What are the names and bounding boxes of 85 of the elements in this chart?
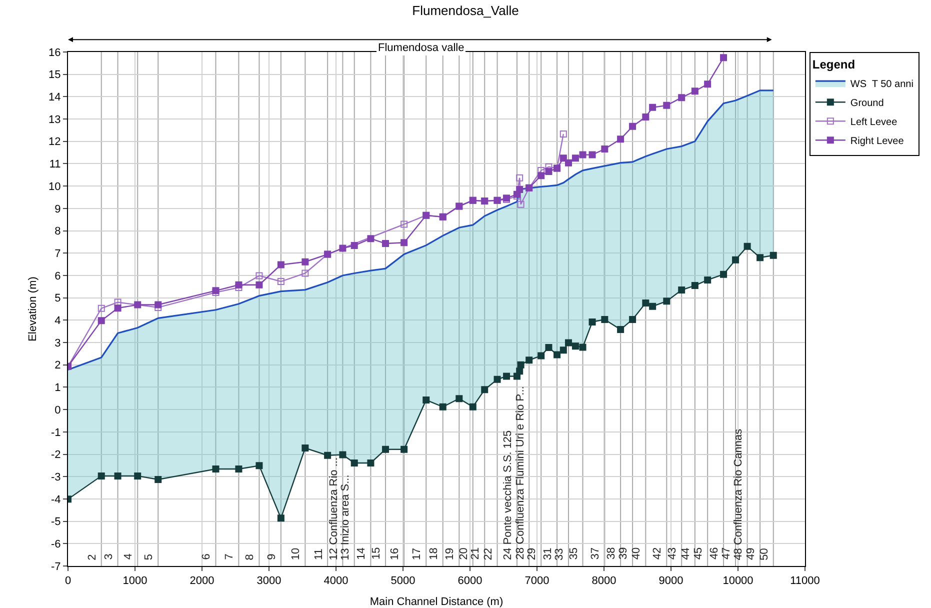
annotation: 37 xyxy=(590,547,602,560)
y-tick-label: 10 xyxy=(48,180,61,193)
y-tick-label: 12 xyxy=(48,136,61,148)
y-tick-label: 15 xyxy=(48,69,61,82)
legend-label: Right Levee xyxy=(850,136,904,147)
x-tick-label: 9000 xyxy=(658,575,684,588)
y-tick-label: -6 xyxy=(51,538,61,550)
y-tick-label: 16 xyxy=(48,46,61,59)
y-tick-label: 3 xyxy=(54,337,61,350)
annotation: 33 xyxy=(553,548,566,560)
annotation: 22 xyxy=(482,548,494,560)
annotation: 7 xyxy=(224,554,236,560)
annotation: 35 xyxy=(568,548,580,560)
y-tick-label: 7 xyxy=(54,248,61,260)
annotation: 10 xyxy=(290,548,302,560)
y-tick-label: 8 xyxy=(54,226,61,238)
y-tick-label: -5 xyxy=(51,516,61,528)
x-tick-label: 5000 xyxy=(390,575,416,588)
x-tick-label: 6000 xyxy=(458,575,482,588)
annotation: 45 xyxy=(692,547,705,560)
annotation: 5 xyxy=(143,554,156,560)
annotation: 4 xyxy=(122,553,135,560)
legend-title: Legend xyxy=(812,58,856,72)
x-tick-label: 4000 xyxy=(324,575,348,588)
x-tick-label: 3000 xyxy=(256,575,282,588)
annotation: 18 xyxy=(428,548,440,560)
annotation: 47 xyxy=(720,547,733,560)
annotation: 8 xyxy=(244,554,256,560)
annotation: 39 xyxy=(618,547,630,560)
annotation: 43 xyxy=(666,547,679,560)
x-tick-label: 11000 xyxy=(790,575,820,588)
annotation: 6 xyxy=(200,554,213,560)
annotation: 31 xyxy=(542,548,554,560)
y-tick-label: 9 xyxy=(54,203,61,216)
annotation: 12 Confluenza Rio ... xyxy=(328,457,340,560)
annotation: 15 xyxy=(370,547,383,560)
annotation: 20 xyxy=(458,548,470,560)
annotation: 16 xyxy=(389,548,402,560)
annotation: 46 xyxy=(708,547,721,560)
annotation: 17 xyxy=(411,548,424,560)
x-axis-title: Main Channel Distance (m) xyxy=(370,596,504,608)
annotation: 14 xyxy=(356,547,368,560)
annotation: 21 xyxy=(470,547,482,560)
annotation: 3 xyxy=(102,554,115,560)
annotation: 28 Confluenza Flumini Uri e Rio P... xyxy=(514,386,527,560)
x-tick-label: 2000 xyxy=(190,575,214,588)
annotation: 29 xyxy=(526,548,538,560)
y-axis-title: Elevation (m) xyxy=(27,276,39,342)
annotation: 48 Confluenza Rio Cannas xyxy=(732,428,744,560)
x-tick-label: 0 xyxy=(64,575,72,588)
annotation: 9 xyxy=(266,554,278,560)
legend-label: Left Levee xyxy=(850,117,898,128)
annotation: 13 Inizio area S... xyxy=(339,474,352,560)
chart-title: Flumendosa_Valle xyxy=(412,3,519,18)
annotation: 42 xyxy=(652,547,664,560)
annotation: 19 xyxy=(444,548,456,560)
annotation: Flumendosa valle xyxy=(378,42,464,54)
y-tick-label: -2 xyxy=(51,449,61,462)
y-tick-label: -1 xyxy=(51,426,61,439)
annotation: 40 xyxy=(630,547,643,560)
x-tick-label: 1000 xyxy=(122,575,148,588)
y-tick-label: 14 xyxy=(48,92,61,104)
x-tick-label: 7000 xyxy=(524,575,550,588)
y-tick-label: -3 xyxy=(51,471,61,484)
y-tick-label: 13 xyxy=(48,114,61,126)
legend-label: Ground xyxy=(850,98,884,109)
y-tick-label: 11 xyxy=(49,158,61,171)
x-tick-label: 8000 xyxy=(592,575,616,588)
y-tick-label: -4 xyxy=(51,494,61,506)
y-tick-label: 5 xyxy=(54,292,61,305)
annotation: 50 xyxy=(758,548,770,560)
annotation: 49 xyxy=(745,548,758,560)
x-tick-label: 10000 xyxy=(722,575,754,588)
annotation: 2 xyxy=(86,554,98,560)
annotation: 24 Ponte vecchia S.S. 125 xyxy=(502,430,514,560)
y-tick-label: 1 xyxy=(54,382,61,394)
y-tick-label: 6 xyxy=(54,270,61,282)
annotation: 38 xyxy=(606,547,618,560)
y-tick-label: 4 xyxy=(54,315,61,328)
y-tick-label: 2 xyxy=(54,360,61,372)
annotation: 44 xyxy=(680,548,692,560)
legend-label: WS T 50 anni xyxy=(850,79,914,90)
y-tick-label: 0 xyxy=(54,404,61,416)
y-tick-label: -7 xyxy=(51,560,61,573)
annotation: 11 xyxy=(313,548,326,560)
